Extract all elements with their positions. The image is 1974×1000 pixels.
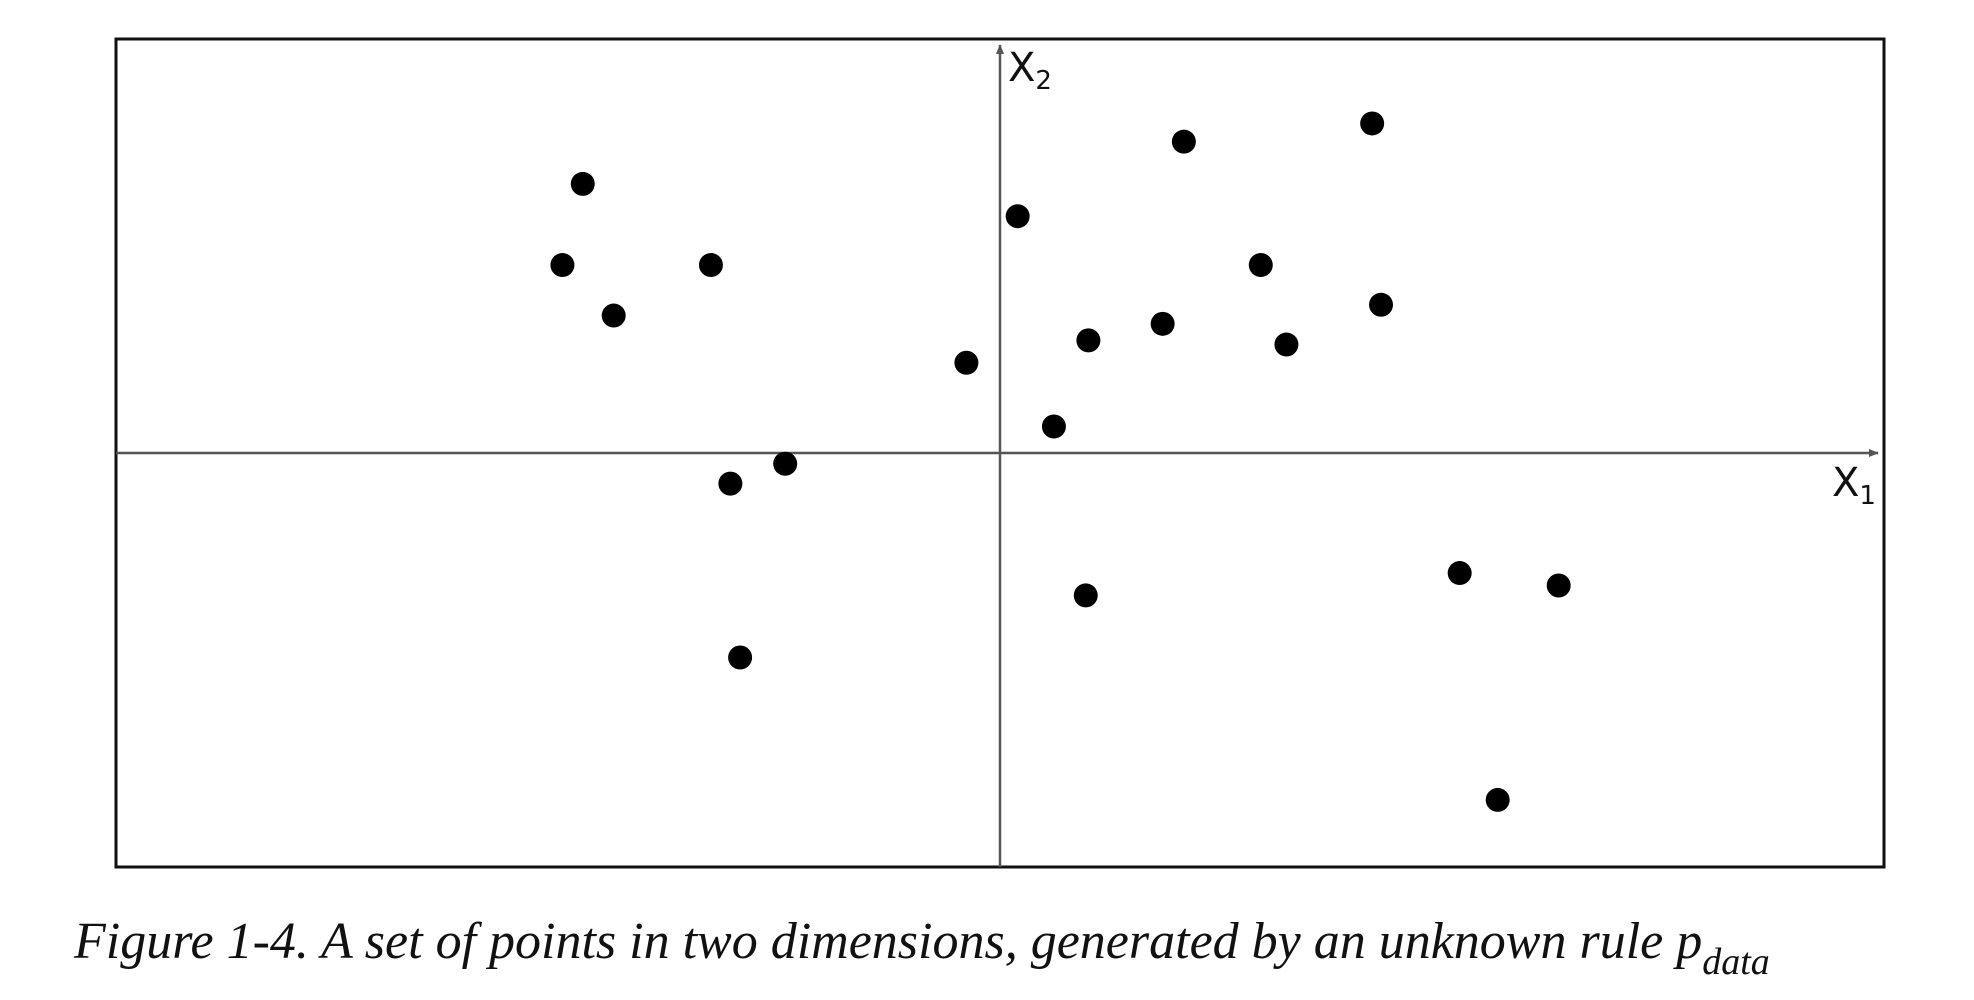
data-points [550, 111, 1571, 812]
data-point [550, 253, 575, 278]
data-point [1076, 328, 1101, 353]
data-point [1005, 204, 1030, 229]
data-point [698, 253, 723, 278]
caption-subscript: data [1702, 941, 1770, 983]
data-point [601, 303, 626, 328]
caption-text: Figure 1-4. A set of points in two dimen… [74, 913, 1703, 970]
data-point [1274, 332, 1299, 357]
data-point [570, 171, 595, 196]
data-point [718, 471, 743, 496]
data-point [1248, 253, 1273, 278]
data-point [1073, 583, 1098, 608]
data-point [1150, 311, 1175, 336]
data-point [954, 350, 979, 375]
x-axis-label: X1 [1832, 460, 1876, 511]
data-point [1546, 573, 1571, 598]
data-point [1360, 111, 1385, 136]
data-point [1171, 129, 1196, 154]
y-axis-label: X2 [1008, 45, 1052, 96]
data-point [773, 451, 798, 476]
data-point [1485, 787, 1510, 812]
data-point [728, 645, 753, 670]
data-point [1369, 292, 1394, 317]
figure-caption: Figure 1-4. A set of points in two dimen… [74, 912, 1770, 984]
data-point [1447, 561, 1472, 586]
data-point [1041, 414, 1066, 439]
